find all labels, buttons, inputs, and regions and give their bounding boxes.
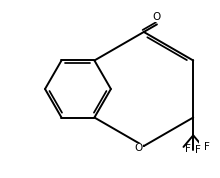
- Text: O: O: [153, 12, 161, 22]
- Text: F: F: [204, 142, 210, 152]
- Text: O: O: [134, 143, 143, 153]
- Text: F: F: [195, 145, 201, 155]
- Text: F: F: [185, 144, 191, 154]
